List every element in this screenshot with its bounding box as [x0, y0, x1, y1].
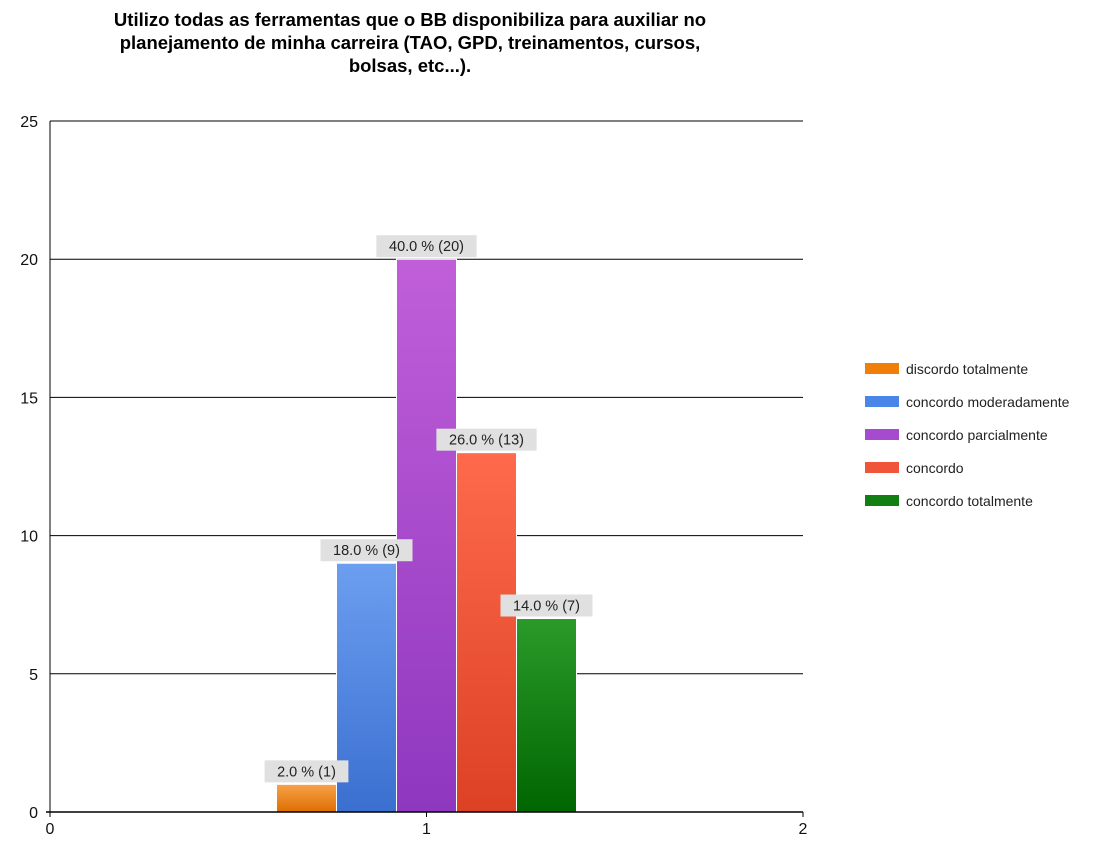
legend-label-1: concordo moderadamente [906, 393, 1070, 410]
data-label-3: 26.0 % (13) [449, 433, 524, 449]
legend: discordo totalmente concordo moderadament… [865, 352, 1069, 517]
chart-title-line-1: Utilizo todas as ferramentas que o BB di… [113, 9, 707, 30]
legend-swatch-2 [865, 429, 899, 440]
data-label-4: 14.0 % (7) [513, 599, 580, 615]
x-tick-label-2: 2 [799, 821, 808, 838]
bar-concordo-totalmente [516, 618, 577, 813]
data-label-bg-4 [500, 594, 593, 617]
data-label-bg-2 [376, 235, 477, 258]
bar-discordo-totalmente [276, 783, 337, 813]
legend-item-4: concordo totalmente [865, 484, 1069, 517]
chart-title: Utilizo todas as ferramentas que o BB di… [0, 8, 820, 77]
data-labels: 2.0 % (1) 18.0 % (9) 40.0 % (20) 26.0 % (13… [264, 235, 593, 783]
legend-item-3: concordo [865, 451, 1069, 484]
legend-swatch-3 [865, 462, 899, 473]
x-tick-label-0: 0 [46, 821, 55, 838]
legend-item-2: concordo parcialmente [865, 418, 1069, 451]
y-tick-label-0: 0 [29, 805, 38, 822]
y-tick-label-5: 5 [29, 667, 38, 684]
data-label-0: 2.0 % (1) [277, 764, 336, 780]
axes: 0 5 10 15 20 25 0 1 2 [20, 114, 807, 838]
legend-label-3: concordo [906, 459, 964, 476]
bar-concordo-parcialmente [396, 258, 457, 813]
legend-label-4: concordo totalmente [906, 492, 1033, 509]
data-label-2: 40.0 % (20) [389, 239, 464, 255]
y-tick-label-25: 25 [20, 114, 38, 131]
legend-item-0: discordo totalmente [865, 352, 1069, 385]
legend-swatch-1 [865, 396, 899, 407]
data-label-1: 18.0 % (9) [333, 543, 400, 559]
data-label-bg-1 [320, 539, 413, 562]
bar-concordo [456, 452, 517, 813]
chart-title-line-2: planejamento de minha carreira (TAO, GPD… [119, 32, 701, 53]
legend-label-0: discordo totalmente [906, 360, 1029, 377]
y-tick-label-15: 15 [20, 390, 38, 407]
data-label-bg-3 [436, 428, 537, 451]
legend-swatch-0 [865, 363, 899, 374]
chart-title-line-3: bolsas, etc...). [348, 55, 472, 76]
legend-item-1: concordo moderadamente [865, 385, 1069, 418]
legend-swatch-4 [865, 495, 899, 506]
y-tick-label-10: 10 [20, 529, 38, 546]
x-tick-label-1: 1 [422, 821, 431, 838]
legend-label-2: concordo parcialmente [906, 426, 1048, 443]
y-tick-label-20: 20 [20, 252, 38, 269]
data-label-bg-0 [264, 760, 349, 783]
